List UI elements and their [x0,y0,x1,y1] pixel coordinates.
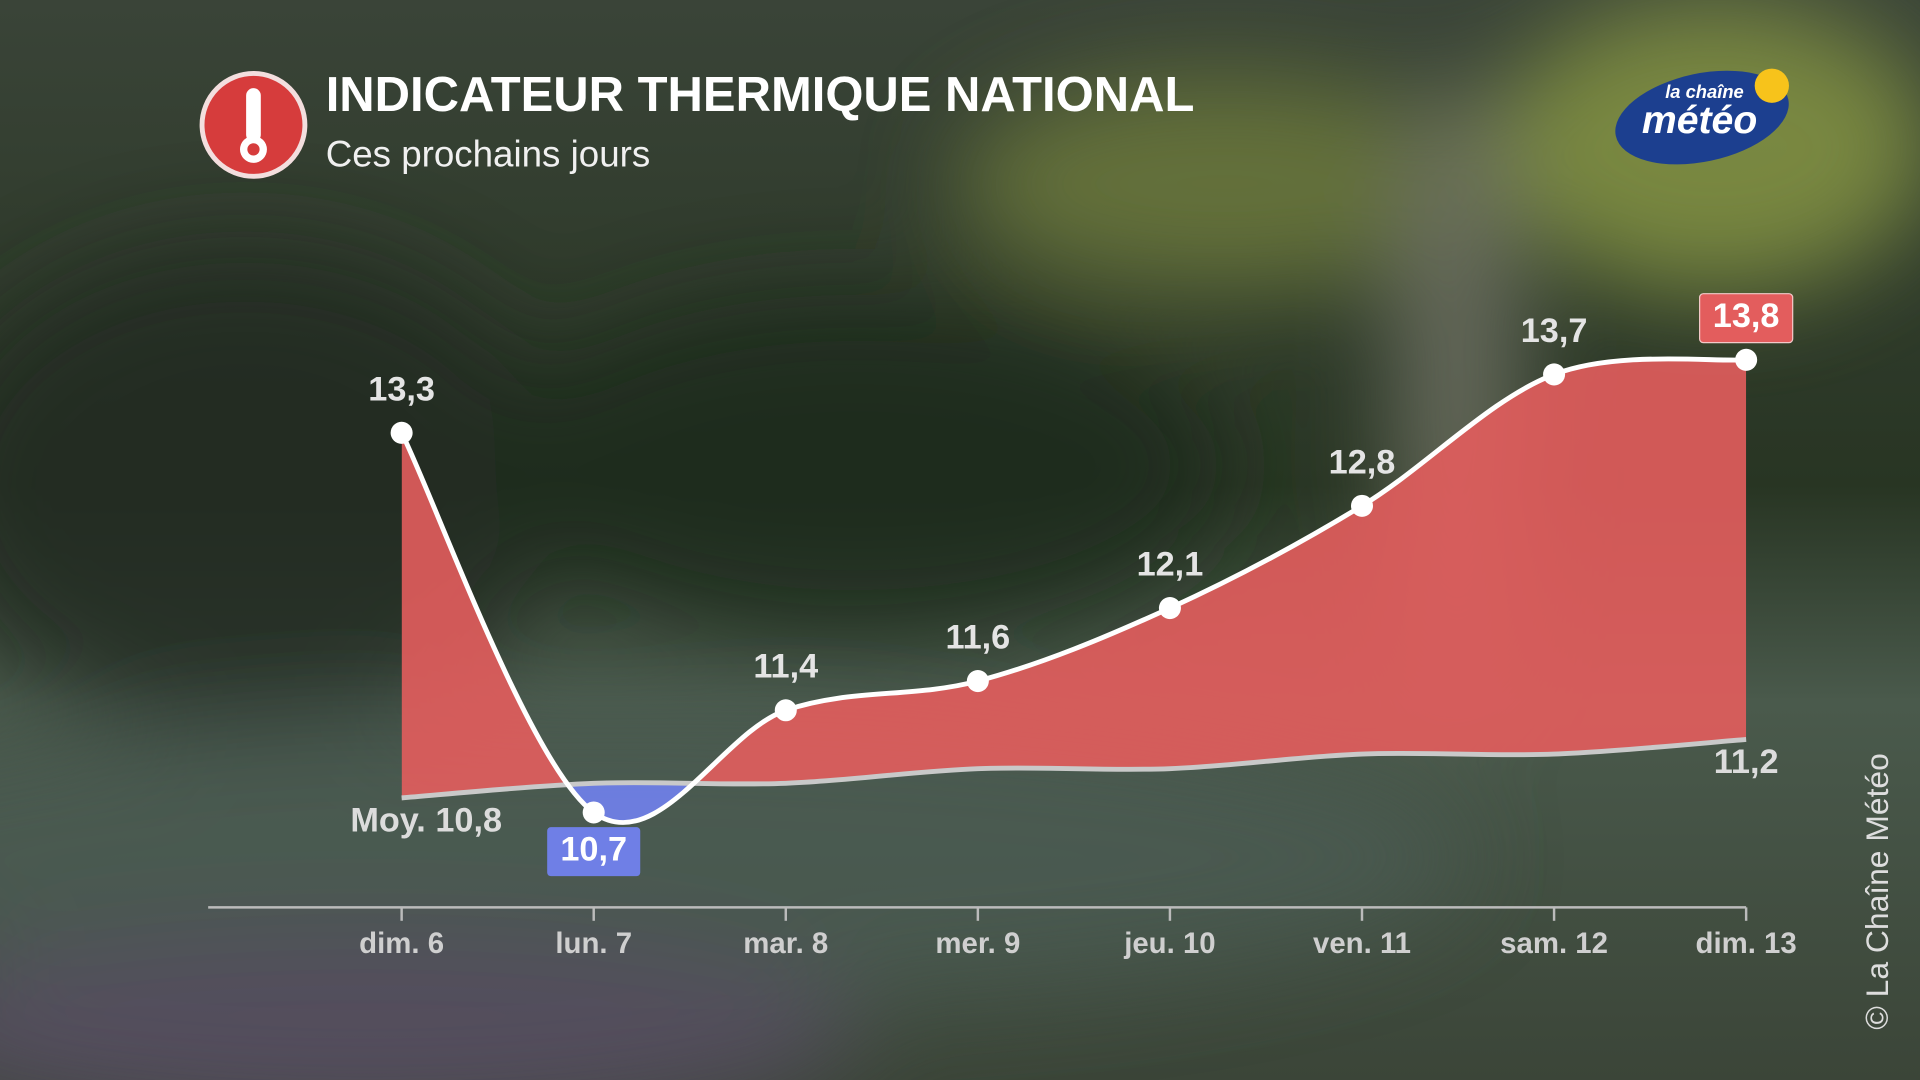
logo-text: la chaîne [1665,81,1744,102]
point [1543,363,1566,386]
point [1350,494,1374,517]
point [582,801,605,824]
point [966,670,989,693]
chart-title: INDICATEUR THERMIQUE NATIONAL [326,68,1195,122]
label-box [547,827,641,877]
x-tick-label: dim. 6 [359,927,444,960]
x-tick-label: lun. 7 [555,927,632,960]
logo-text: météo [1642,99,1757,142]
credit: © La Chaîne Météo [1859,753,1895,1029]
value-label: 13,3 [368,370,435,408]
value-label: 11,6 [945,618,1010,656]
x-tick-label: dim. 13 [1696,927,1797,960]
value-label: 13,8 [1713,297,1780,335]
logo: la chaîne météo [1615,68,1789,165]
point [390,421,413,444]
point [1735,348,1758,371]
value-label: 11,4 [753,648,818,686]
normal-label: Moy. 10,8 [350,801,502,839]
value-label: 13,7 [1521,312,1588,350]
point [1158,597,1181,620]
x-tick-label: mer. 9 [935,927,1020,960]
x-tick-label: ven. 11 [1313,927,1411,960]
value-label: 10,7 [560,831,627,869]
normal-line [401,737,1747,801]
point [774,699,797,722]
x-tick-label: mar. 8 [743,927,828,960]
x-tick-label: jeu. 10 [1123,927,1215,960]
value-label: 12,1 [1137,545,1204,583]
area-above [401,358,1747,798]
title-block: INDICATEUR THERMIQUE NATIONAL Ces procha… [199,68,1195,179]
value-label: 12,8 [1329,443,1396,481]
label-box [1699,293,1794,344]
normal-label: 11,2 [1714,743,1779,781]
x-tick-label: sam. 12 [1500,927,1608,960]
chart-subtitle: Ces prochains jours [326,133,650,174]
